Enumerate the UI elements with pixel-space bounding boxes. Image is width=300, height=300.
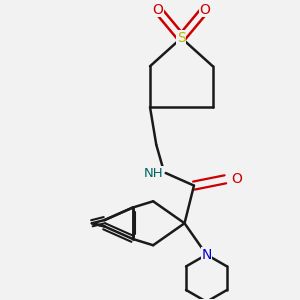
Text: N: N	[201, 248, 212, 262]
Text: S: S	[177, 31, 186, 45]
Text: O: O	[200, 3, 210, 17]
Text: O: O	[231, 172, 242, 186]
Text: NH: NH	[143, 167, 163, 179]
Text: O: O	[152, 3, 163, 17]
